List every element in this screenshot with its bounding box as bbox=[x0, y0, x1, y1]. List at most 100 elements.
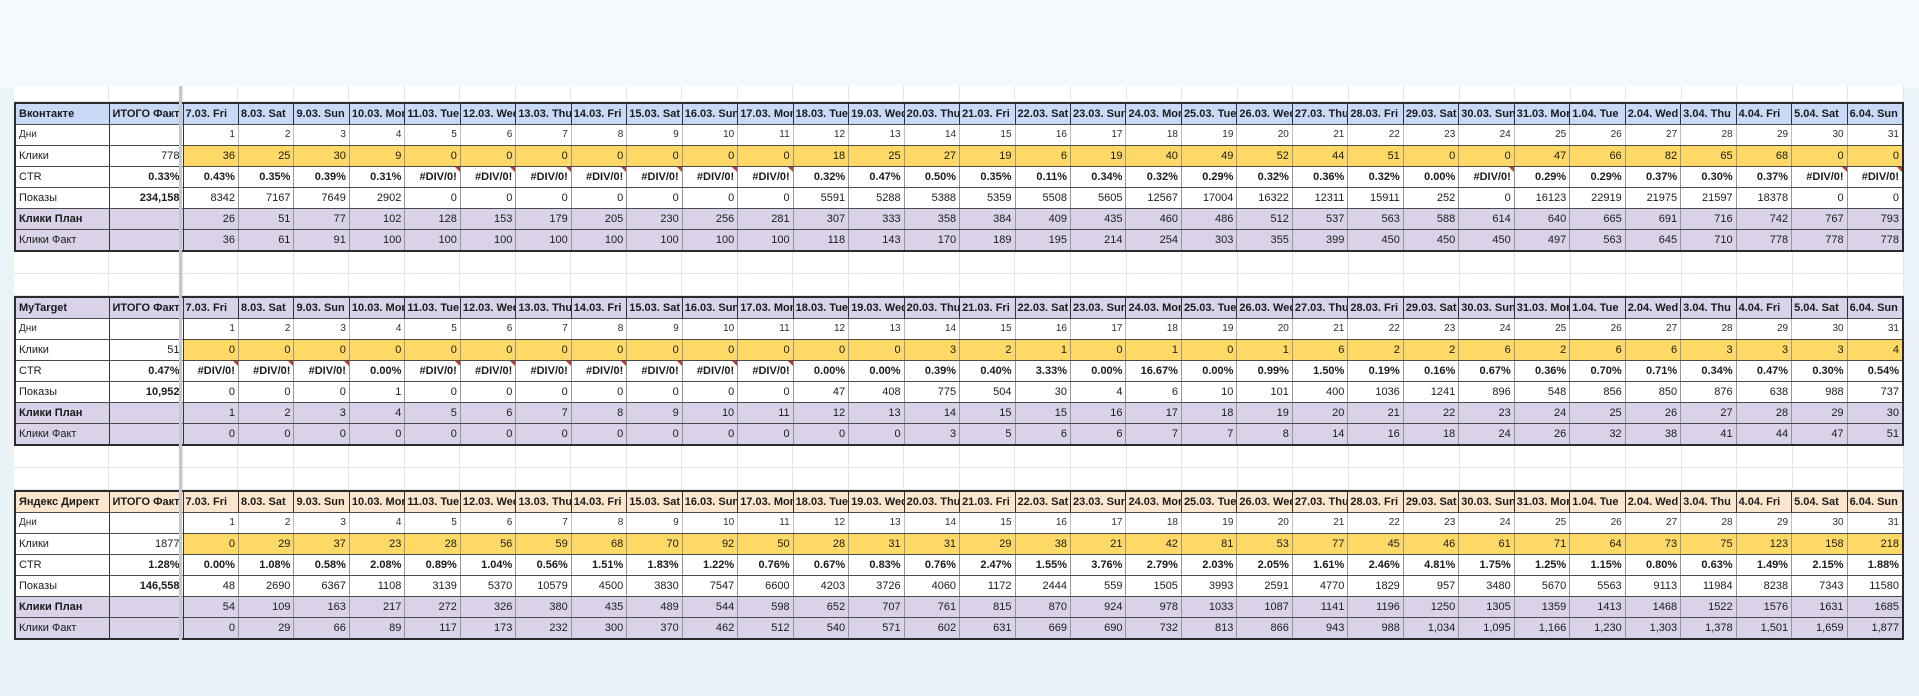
day-number-cell[interactable]: 14 bbox=[904, 512, 961, 534]
ctr-cell[interactable]: 0.30% bbox=[1680, 166, 1737, 188]
clicks-fact-cell[interactable]: 778 bbox=[1736, 229, 1793, 252]
impressions-cell[interactable]: 0 bbox=[626, 187, 683, 209]
empty-cell[interactable] bbox=[1348, 252, 1405, 274]
impressions-cell[interactable]: 0 bbox=[515, 187, 572, 209]
ctr-cell[interactable]: #DIV/0! bbox=[737, 360, 794, 382]
total-value-cell[interactable] bbox=[109, 402, 184, 424]
date-header-cell[interactable]: 5.04. Sat bbox=[1791, 491, 1848, 513]
empty-cell[interactable] bbox=[1459, 467, 1516, 490]
clicks-fact-cell[interactable]: 943 bbox=[1292, 617, 1349, 640]
ctr-cell[interactable]: #DIV/0! bbox=[238, 360, 295, 382]
empty-cell[interactable] bbox=[848, 467, 905, 490]
clicks-fact-cell[interactable]: 100 bbox=[682, 229, 739, 252]
impressions-cell[interactable]: 3480 bbox=[1458, 575, 1515, 597]
clicks-fact-cell[interactable]: 303 bbox=[1181, 229, 1238, 252]
clicks-fact-cell[interactable]: 0 bbox=[183, 423, 239, 446]
clicks-cell[interactable]: 42 bbox=[1125, 533, 1182, 555]
empty-cell[interactable] bbox=[237, 273, 294, 296]
clicks-plan-cell[interactable]: 77 bbox=[293, 208, 350, 230]
empty-cell[interactable] bbox=[626, 467, 683, 490]
empty-cell[interactable] bbox=[348, 252, 405, 274]
clicks-cell[interactable]: 0 bbox=[515, 339, 572, 361]
clicks-plan-cell[interactable]: 205 bbox=[571, 208, 628, 230]
empty-cell[interactable] bbox=[626, 86, 683, 102]
empty-cell[interactable] bbox=[237, 467, 294, 490]
clicks-fact-cell[interactable]: 8 bbox=[1236, 423, 1293, 446]
empty-cell[interactable] bbox=[959, 467, 1016, 490]
empty-cell[interactable] bbox=[1070, 467, 1127, 490]
ctr-cell[interactable]: 0.32% bbox=[1125, 166, 1182, 188]
row-label-cell[interactable]: Клики План bbox=[15, 402, 110, 424]
impressions-cell[interactable]: 896 bbox=[1458, 381, 1515, 403]
clicks-fact-cell[interactable]: 143 bbox=[848, 229, 905, 252]
clicks-plan-cell[interactable]: 1033 bbox=[1181, 596, 1238, 618]
ctr-cell[interactable]: 0.19% bbox=[1347, 360, 1404, 382]
row-label-cell[interactable]: Клики План bbox=[15, 596, 110, 618]
clicks-fact-cell[interactable]: 710 bbox=[1680, 229, 1737, 252]
clicks-cell[interactable]: 25 bbox=[848, 145, 905, 167]
impressions-cell[interactable]: 1036 bbox=[1347, 381, 1404, 403]
clicks-fact-cell[interactable]: 6 bbox=[1070, 423, 1127, 446]
ctr-cell[interactable]: 2.08% bbox=[349, 554, 406, 576]
date-header-cell[interactable]: 6.04. Sun bbox=[1847, 491, 1904, 513]
ctr-cell[interactable]: #DIV/0! bbox=[1847, 166, 1904, 188]
ctr-cell[interactable]: 0.00% bbox=[793, 360, 850, 382]
clicks-plan-cell[interactable]: 793 bbox=[1847, 208, 1904, 230]
clicks-plan-cell[interactable]: 489 bbox=[626, 596, 683, 618]
empty-cell[interactable] bbox=[404, 252, 461, 274]
day-number-cell[interactable]: 26 bbox=[1569, 318, 1626, 340]
empty-cell[interactable] bbox=[237, 86, 294, 102]
impressions-cell[interactable]: 559 bbox=[1070, 575, 1127, 597]
impressions-cell[interactable]: 0 bbox=[1458, 187, 1515, 209]
empty-cell[interactable] bbox=[182, 467, 239, 490]
date-header-cell[interactable]: 10.03. Mon bbox=[349, 297, 406, 319]
day-number-cell[interactable]: 31 bbox=[1847, 124, 1904, 146]
date-header-cell[interactable]: 21.03. Fri bbox=[959, 491, 1016, 513]
date-header-cell[interactable]: 19.03. Wed bbox=[848, 297, 905, 319]
ctr-cell[interactable]: 1.75% bbox=[1458, 554, 1515, 576]
clicks-plan-cell[interactable]: 707 bbox=[848, 596, 905, 618]
clicks-fact-cell[interactable]: 29 bbox=[238, 617, 295, 640]
date-header-cell[interactable]: 19.03. Wed bbox=[848, 491, 905, 513]
empty-cell[interactable] bbox=[1237, 252, 1294, 274]
clicks-fact-cell[interactable]: 1,659 bbox=[1791, 617, 1848, 640]
clicks-plan-cell[interactable]: 13 bbox=[848, 402, 905, 424]
impressions-cell[interactable]: 1241 bbox=[1403, 381, 1460, 403]
ctr-cell[interactable]: 0.00% bbox=[183, 554, 239, 576]
date-header-cell[interactable]: 26.03. Wed bbox=[1236, 491, 1293, 513]
clicks-plan-cell[interactable]: 17 bbox=[1125, 402, 1182, 424]
empty-cell[interactable] bbox=[1348, 273, 1405, 296]
day-number-cell[interactable]: 31 bbox=[1847, 512, 1904, 534]
empty-cell[interactable] bbox=[792, 273, 849, 296]
ctr-cell[interactable]: 0.56% bbox=[515, 554, 572, 576]
empty-cell[interactable] bbox=[1792, 86, 1849, 102]
empty-cell[interactable] bbox=[1459, 446, 1516, 468]
impressions-cell[interactable]: 10 bbox=[1181, 381, 1238, 403]
clicks-cell[interactable]: 3 bbox=[1680, 339, 1737, 361]
total-value-cell[interactable]: 1.28% bbox=[109, 554, 184, 576]
empty-cell[interactable] bbox=[1181, 467, 1238, 490]
clicks-cell[interactable]: 0 bbox=[571, 145, 628, 167]
empty-cell[interactable] bbox=[14, 252, 109, 274]
empty-cell[interactable] bbox=[1514, 467, 1571, 490]
clicks-fact-cell[interactable]: 26 bbox=[1514, 423, 1571, 446]
clicks-cell[interactable]: 0 bbox=[571, 339, 628, 361]
clicks-plan-cell[interactable]: 179 bbox=[515, 208, 572, 230]
day-number-cell[interactable]: 8 bbox=[571, 124, 628, 146]
ctr-cell[interactable]: 0.31% bbox=[349, 166, 406, 188]
ctr-cell[interactable]: 1.49% bbox=[1736, 554, 1793, 576]
empty-cell[interactable] bbox=[1625, 86, 1682, 102]
ctr-cell[interactable]: 3.33% bbox=[1015, 360, 1072, 382]
date-header-cell[interactable]: 9.03. Sun bbox=[293, 103, 350, 125]
date-header-cell[interactable]: 25.03. Tue bbox=[1181, 491, 1238, 513]
empty-cell[interactable] bbox=[1681, 86, 1738, 102]
date-header-cell[interactable]: 26.03. Wed bbox=[1236, 297, 1293, 319]
clicks-fact-cell[interactable]: 100 bbox=[349, 229, 406, 252]
clicks-plan-cell[interactable]: 761 bbox=[904, 596, 961, 618]
frozen-pane-divider[interactable] bbox=[179, 86, 182, 640]
empty-cell[interactable] bbox=[1403, 86, 1460, 102]
date-header-cell[interactable]: 14.03. Fri bbox=[571, 103, 628, 125]
clicks-plan-cell[interactable]: 26 bbox=[1625, 402, 1682, 424]
total-value-cell[interactable]: 10,952 bbox=[109, 381, 184, 403]
clicks-cell[interactable]: 19 bbox=[959, 145, 1016, 167]
